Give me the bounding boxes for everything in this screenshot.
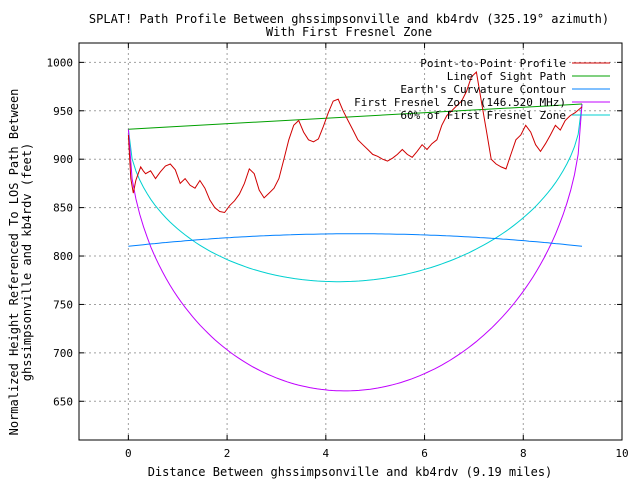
chart-subtitle: With First Fresnel Zone (266, 25, 432, 39)
x-tick-label: 10 (615, 447, 628, 460)
legend-label: 60% of First Fresnel Zone (400, 109, 566, 122)
series-line (127, 103, 583, 392)
y-tick-label: 700 (53, 347, 73, 360)
x-tick-label: 4 (323, 447, 330, 460)
x-tick-label: 0 (125, 447, 132, 460)
x-tick-label: 8 (520, 447, 527, 460)
grid-lines (79, 43, 623, 440)
y-tick-label: 850 (53, 202, 73, 215)
legend-label: Earth's Curvature Contour (400, 83, 566, 96)
x-tick-label: 6 (421, 447, 428, 460)
y-axis-label-line1: Normalized Height Referenced To LOS Path… (7, 89, 21, 436)
chart-title: SPLAT! Path Profile Between ghssimpsonvi… (89, 12, 609, 26)
series-layer (127, 70, 583, 392)
series-line (127, 70, 583, 214)
y-tick-label: 800 (53, 250, 73, 263)
y-tick-label: 750 (53, 298, 73, 311)
y-tick-label: 900 (53, 153, 73, 166)
x-axis-label: Distance Between ghssimpsonville and kb4… (148, 465, 553, 479)
x-tick-label: 2 (224, 447, 231, 460)
y-tick-label: 650 (53, 395, 73, 408)
series-line (128, 103, 583, 130)
legend-label: First Fresnel Zone (146.520 MHz) (354, 96, 566, 109)
y-axis-label-line2: ghssimpsonville and kb4rdv (feet) (20, 143, 34, 381)
legend-label: Point-to-Point Profile (420, 57, 566, 70)
y-tick-label: 950 (53, 105, 73, 118)
y-tick-label: 1000 (47, 56, 74, 69)
series-line (128, 233, 583, 247)
series-line (127, 103, 583, 283)
plot-frame (78, 42, 623, 441)
legend-label: Line of Sight Path (447, 70, 566, 83)
